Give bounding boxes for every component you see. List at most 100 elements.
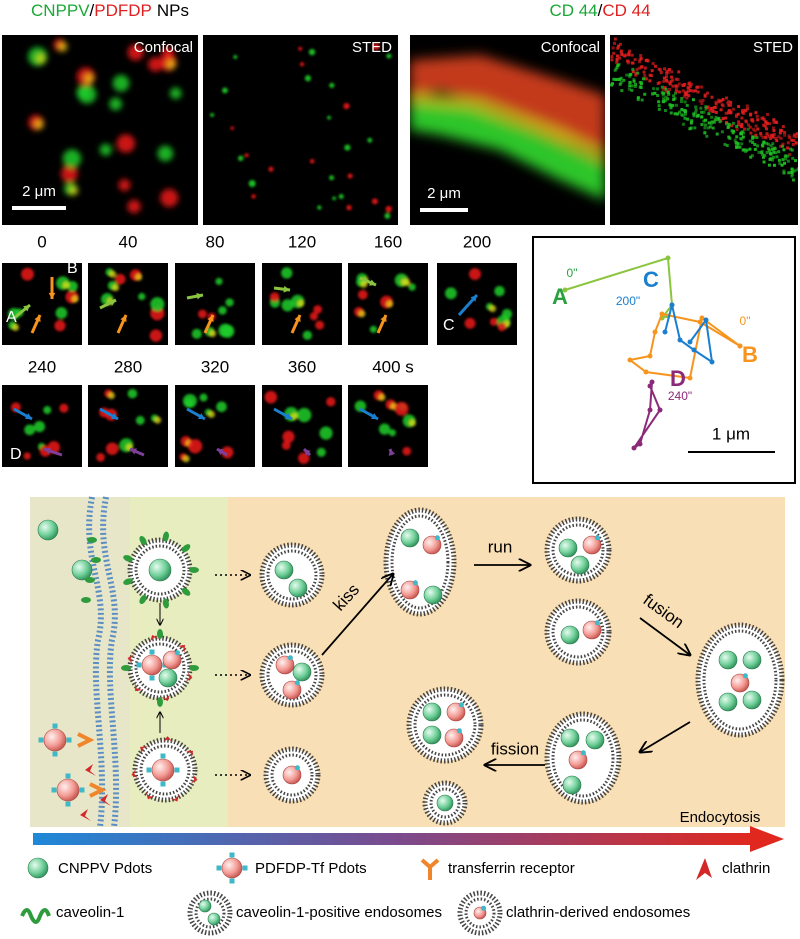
pixel [705, 134, 709, 138]
pixel [634, 82, 638, 86]
pixel [628, 49, 632, 53]
pixel [791, 143, 795, 147]
pixel [733, 138, 737, 142]
tracking-arrow-head [285, 413, 292, 419]
pixel [702, 110, 706, 114]
tracking-arrow-head [111, 413, 118, 419]
pixel [794, 168, 798, 172]
spot [313, 305, 323, 314]
cnppv-pdot [198, 899, 212, 913]
pixel [727, 110, 731, 114]
pixel [731, 121, 735, 125]
endocytosis-bar [33, 833, 753, 845]
pixel [774, 151, 778, 155]
pixel [673, 112, 677, 116]
pixel [764, 120, 768, 124]
legend-label: clathrin-derived endosomes [506, 904, 690, 921]
trajectory-frame [532, 236, 796, 484]
spot [108, 270, 117, 278]
pixel [720, 103, 724, 107]
micrograph [610, 35, 798, 225]
spot [269, 292, 280, 302]
pixel [667, 92, 671, 96]
pixel [700, 85, 704, 89]
spot [298, 46, 303, 51]
cnppv-pdot [37, 519, 59, 541]
pixel [610, 83, 614, 87]
pixel [610, 55, 614, 59]
spot [184, 398, 194, 408]
transferrin [412, 580, 418, 586]
cnppv-pdot [158, 668, 178, 688]
cnppv-pdot [742, 690, 762, 710]
pixel [724, 111, 728, 115]
pixel [669, 106, 673, 110]
pixel [712, 106, 716, 110]
spot [127, 44, 144, 61]
spot [135, 273, 143, 281]
legend-caveolin [20, 908, 51, 924]
pixel [630, 61, 634, 65]
pixel [779, 128, 783, 132]
pixel [742, 148, 746, 152]
pixel [760, 149, 764, 153]
pixel [657, 104, 661, 108]
pixel [614, 78, 618, 82]
pixel [787, 171, 791, 175]
spot [326, 397, 336, 407]
spot [198, 309, 207, 319]
pdfdp-pdot [730, 673, 750, 693]
pixel [767, 163, 771, 167]
pixel [658, 68, 662, 72]
pixel [634, 71, 638, 75]
spot [157, 145, 174, 162]
pixel [618, 42, 622, 46]
pixel [686, 89, 690, 93]
pixel [714, 115, 718, 119]
pixel [762, 160, 766, 164]
frame-label: C [443, 317, 455, 334]
caveolin [181, 587, 191, 596]
pixel [694, 105, 698, 109]
spot [169, 87, 182, 100]
pixel [685, 96, 689, 100]
clathrin [145, 791, 155, 800]
pixel [749, 118, 753, 122]
pixel [739, 137, 743, 141]
pixel [761, 116, 765, 120]
spot [210, 112, 215, 117]
pixel [630, 88, 634, 92]
time-label: 320 [201, 357, 229, 376]
pixel [627, 51, 631, 55]
spots [96, 388, 162, 462]
time-label: 400 s [372, 357, 414, 376]
pixel [754, 124, 758, 128]
spot [114, 273, 126, 285]
tracking-arrow-head [25, 413, 32, 419]
pdfdp-pdot [275, 655, 295, 675]
pixel [613, 68, 617, 72]
spot [299, 62, 305, 67]
micrograph [203, 35, 398, 225]
pixel [632, 79, 636, 83]
time-label: 80 [206, 232, 225, 251]
pixel [737, 123, 741, 127]
spot [62, 149, 82, 168]
time-label: 360 [288, 357, 316, 376]
transferrin [287, 655, 293, 661]
pixel [792, 138, 796, 142]
pixel [735, 128, 739, 132]
clathrin [163, 736, 174, 743]
pixel [685, 92, 689, 96]
pixel [771, 126, 775, 130]
spot [221, 446, 234, 459]
pixel [693, 89, 697, 93]
pixel [794, 135, 798, 139]
pixel [629, 72, 633, 76]
tracking-arrow-head [120, 315, 127, 322]
pixel [699, 106, 703, 110]
trajectory-label: 200" [616, 294, 640, 308]
pixel [777, 158, 781, 162]
spot [367, 137, 373, 143]
pixel [646, 59, 650, 63]
